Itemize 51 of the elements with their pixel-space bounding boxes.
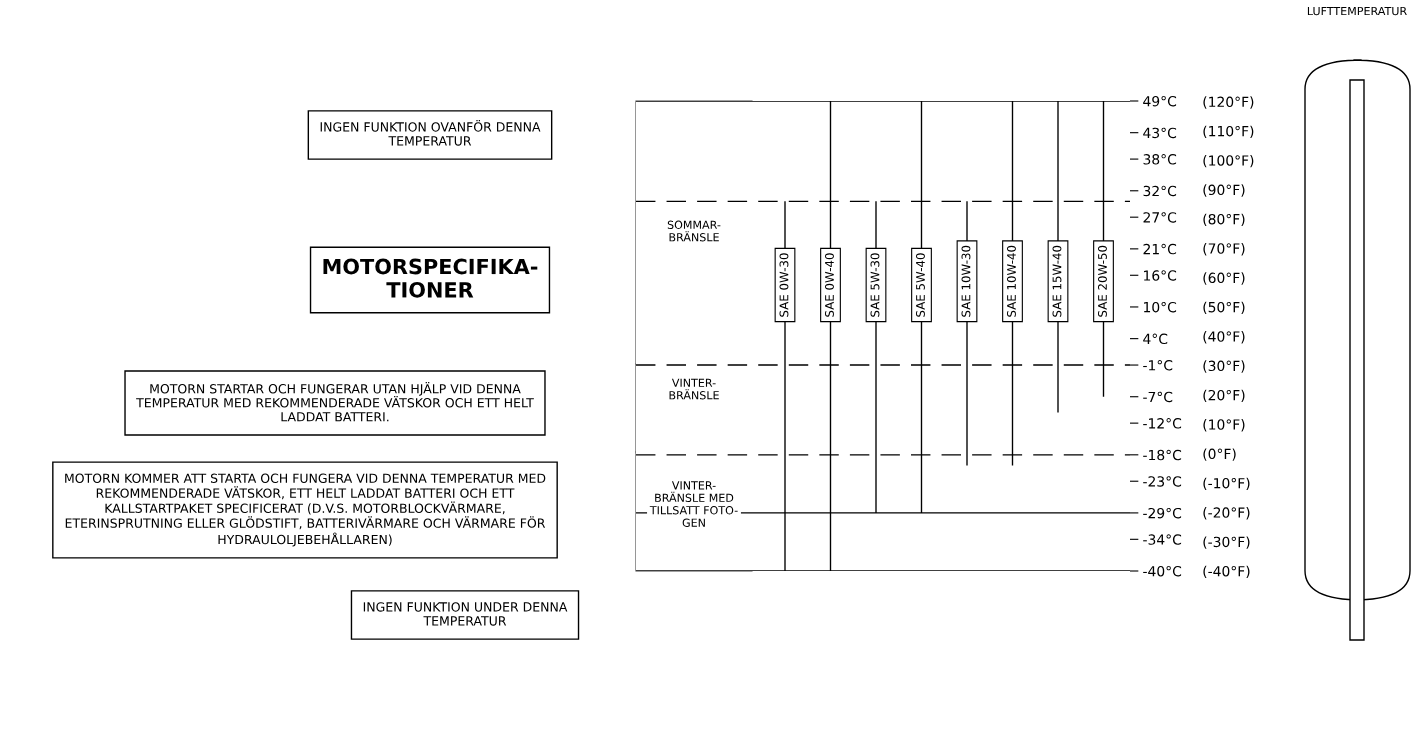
x-tick-label: SAE 5W-30 — [870, 253, 880, 317]
y-tick-label: 16°C — [1144, 270, 1177, 281]
x-tick-label: SAE 20W-50 — [1098, 245, 1107, 317]
y2-tick-label: (90°F) — [1203, 184, 1245, 197]
text: VINTER- BRÄNSLE MED TILLSATT FOTO- GEN — [649, 481, 738, 527]
x-tick-label: SAE 5W-40 — [916, 253, 925, 317]
y2-tick-label: (50°F) — [1203, 301, 1245, 315]
y2-tick-label: (-10°F) — [1203, 477, 1250, 491]
y-tick-label: 49°C — [1143, 95, 1177, 107]
y-tick-label: -34°C — [1143, 534, 1182, 545]
text: MOTORN STARTAR OCH FUNGERAR UTAN HJÄLP VID DENNA TEMPERATUR MED REKOMMENDERADE VÄTSKOR OCH ETT HELT LADDAT BATTERI. — [136, 381, 534, 422]
y-tick-label: -7°C — [1143, 391, 1173, 403]
y-tick-label: -23°C — [1143, 476, 1182, 487]
y2-tick-label: (110°F) — [1203, 125, 1254, 139]
x-tick-label: SAE 0W-30 — [779, 253, 789, 317]
y2-tick-label: (120°F) — [1203, 96, 1254, 109]
y2-tick-label: (20°F) — [1203, 389, 1245, 403]
x-tick-label: SAE 10W-40 — [1007, 245, 1016, 317]
y-tick-label: -1°C — [1143, 360, 1173, 371]
y-tick-label: -18°C — [1143, 449, 1182, 461]
y2-tick-label: (60°F) — [1203, 272, 1245, 285]
y-tick-label: 21°C — [1143, 243, 1177, 255]
y2-tick-label: (10°F) — [1203, 419, 1245, 432]
text: INGEN FUNKTION OVANFÖR DENNA TEMPERATUR — [320, 120, 541, 146]
y-tick-label: 4°C — [1143, 333, 1168, 345]
y2-tick-label: (-30°F) — [1203, 536, 1250, 549]
y-tick-label: 38°C — [1143, 154, 1177, 165]
y2-tick-label: (70°F) — [1203, 243, 1245, 256]
y-tick-label: -12°C — [1143, 418, 1182, 429]
x-tick-label: SAE 10W-30 — [961, 245, 971, 317]
x-tick-label: SAE 15W-40 — [1052, 245, 1062, 317]
text: MOTORSPECIFIKA- TIONER — [323, 258, 538, 298]
text: LUFTTEMPERATUR — [1307, 6, 1407, 16]
y2-tick-label: (40°F) — [1203, 331, 1245, 344]
text: MOTORN KOMMER ATT STARTA OCH FUNGERA VID DENNA TEMPERATUR MED REKOMMENDERADE VÄTSKOR, ETT HELT LADDAT BATTERI OCH ETT KALLSTARTPAKET SPECIFICERAT (D.V.S. MOTORBLOCKVÄRMARE, ETERINSPRUTNING ELLER GLÖDSTIFT, BATTERIVÄRMARE OCH VÄRMARE FÖR HYDRAULOLJEBEHÅLLAREN) — [65, 473, 546, 547]
y2-tick-label: (30°F) — [1203, 360, 1245, 373]
y-tick-label: 10°C — [1144, 301, 1177, 313]
y-tick-label: 27°C — [1143, 212, 1177, 223]
y-tick-label: -40°C — [1143, 565, 1182, 577]
text: SOMMAR- BRÄNSLE — [667, 220, 721, 242]
x-tick-label: SAE 0W-40 — [825, 253, 834, 317]
y2-tick-label: (80°F) — [1203, 213, 1245, 227]
y2-tick-label: (100°F) — [1203, 155, 1254, 168]
y-tick-label: 32°C — [1143, 185, 1177, 197]
y2-tick-label: (0°F) — [1203, 448, 1236, 461]
y2-tick-label: (-40°F) — [1203, 565, 1250, 579]
y-tick-label: -29°C — [1143, 507, 1182, 519]
y2-tick-label: (-20°F) — [1203, 507, 1250, 520]
y-tick-label: 43°C — [1143, 127, 1177, 139]
text: INGEN FUNKTION UNDER DENNA TEMPERATUR — [363, 602, 568, 626]
text: VINTER- BRÄNSLE — [669, 378, 719, 400]
